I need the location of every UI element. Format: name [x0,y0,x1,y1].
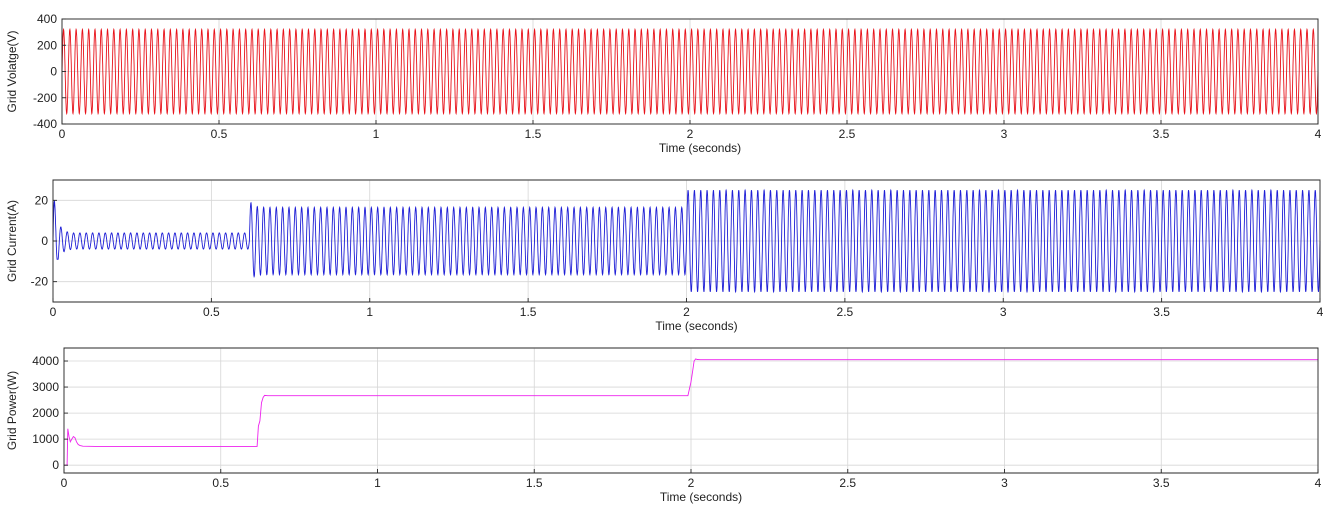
x-tick-label: 4 [1315,127,1322,141]
y-tick-label: -20 [31,275,49,289]
x-tick-label: 0 [59,127,66,141]
x-tick-label: 1.5 [525,127,542,141]
y-tick-label: 1000 [32,432,59,446]
x-tick-label: 2.5 [839,127,856,141]
y-tick-label: 0 [50,65,57,79]
series-line [64,358,1318,466]
y-tick-label: 0 [41,234,48,248]
x-tick-label: 0.5 [212,476,229,490]
y-tick-label: 200 [37,38,57,52]
chart-panel-2: 0 0.5 1 1.5 2 2.5 3 3.5 4 0 1000 2000 3000 4000 Time (… [5,347,1322,504]
x-tick-label: 2 [683,305,690,319]
x-tick-label: 3.5 [1153,476,1170,490]
x-tick-label: 1.5 [520,305,537,319]
y-tick-label: 0 [52,458,59,472]
x-tick-label: 0.5 [211,127,228,141]
y-tick-label: 3000 [32,380,59,394]
x-tick-label: 0 [61,476,68,490]
x-tick-label: 1 [374,476,381,490]
y-tick-label: -200 [33,91,57,105]
chart-panel-1: 0 0.5 1 1.5 2 2.5 3 3.5 4 -20 0 20 Time (seconds) Gri… [5,179,1324,333]
x-tick-label: 3.5 [1153,305,1170,319]
y-tick-label: 4000 [32,354,59,368]
x-tick-label: 2 [687,127,694,141]
x-tick-label: 2 [688,476,695,490]
x-tick-label: 3 [1001,127,1008,141]
x-axis-label: Time (seconds) [660,490,742,504]
x-tick-label: 1 [373,127,380,141]
x-axis-label: Time (seconds) [655,319,737,333]
y-axis-label: Grid Volatge(V) [5,30,19,112]
x-tick-label: 4 [1315,476,1322,490]
x-tick-label: 4 [1317,305,1324,319]
x-tick-label: 1 [366,305,373,319]
y-tick-label: 20 [35,193,49,207]
x-tick-label: 2.5 [839,476,856,490]
x-tick-label: 3 [1000,305,1007,319]
y-tick-label: -400 [33,117,57,131]
x-tick-label: 2.5 [837,305,854,319]
y-axis-label: Grid Current(A) [5,200,19,282]
series-line [52,188,1321,294]
series-line [61,27,1319,116]
chart-panel-0: 0 0.5 1 1.5 2 2.5 3 3.5 4 -400 -200 0 200 400 Time (se… [5,12,1322,155]
x-tick-label: 1.5 [526,476,543,490]
x-tick-label: 3.5 [1153,127,1170,141]
y-tick-label: 400 [37,12,57,26]
x-tick-label: 0.5 [203,305,220,319]
x-tick-label: 0 [50,305,57,319]
x-axis-label: Time (seconds) [659,141,741,155]
x-tick-label: 3 [1001,476,1008,490]
y-tick-label: 2000 [32,406,59,420]
y-axis-label: Grid Power(W) [5,371,19,450]
